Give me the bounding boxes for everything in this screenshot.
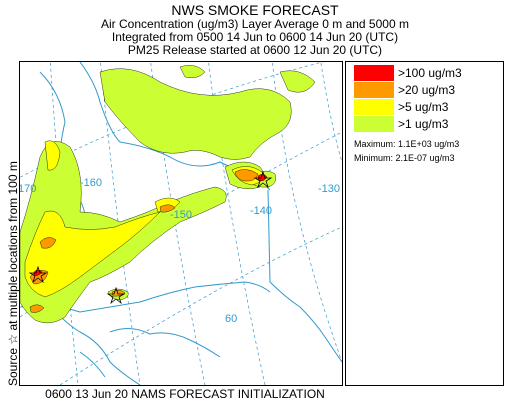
max-concentration: Maximum: 1.1E+03 ug/m3 xyxy=(354,139,460,149)
legend: >100 ug/m3 >20 ug/m3 >5 ug/m3 >1 ug/m3 M… xyxy=(345,61,504,386)
source-star-icon xyxy=(28,265,48,284)
smoke-map: 170 -160 -150 -140 -130 60 xyxy=(19,61,343,386)
subtitle-concentration: Air Concentration (ug/m3) Layer Average … xyxy=(101,17,409,31)
forecast-initialization: 0600 13 Jun 20 NAMS FORECAST INITIALIZAT… xyxy=(45,387,325,401)
lon-label-130: -130 xyxy=(318,183,340,195)
source-star-icon xyxy=(106,286,126,305)
legend-label: >20 ug/m3 xyxy=(398,83,456,97)
legend-label: >1 ug/m3 xyxy=(398,117,449,131)
lon-label-170: 170 xyxy=(20,183,36,195)
legend-swatch-gt1 xyxy=(354,116,394,132)
source-side-text: Source ☆ at multiple locations from 100 … xyxy=(6,161,20,386)
lon-label-150: -150 xyxy=(170,209,192,221)
source-markers xyxy=(28,170,273,305)
min-concentration: Minimum: 2.1E-07 ug/m3 xyxy=(354,153,455,163)
legend-swatch-gt20 xyxy=(354,82,394,98)
source-star-icon xyxy=(253,170,273,189)
legend-swatch-gt100 xyxy=(354,65,394,81)
legend-label: >100 ug/m3 xyxy=(398,66,462,80)
subtitle-integration: Integrated from 0500 14 Jun to 0600 14 J… xyxy=(111,30,399,44)
lat-label-60: 60 xyxy=(225,313,237,325)
legend-label: >5 ug/m3 xyxy=(398,100,449,114)
coastline xyxy=(20,62,342,385)
lon-label-140: -140 xyxy=(250,205,272,217)
map-title: NWS SMOKE FORECAST xyxy=(171,2,339,18)
subtitle-release: PM25 Release started at 0600 12 Jun 20 (… xyxy=(127,43,383,57)
source-side-label: Source ☆ at multiple locations from 100 … xyxy=(6,62,20,386)
lon-label-160: -160 xyxy=(80,177,102,189)
legend-swatch-gt5 xyxy=(354,99,394,115)
graticule-labels: 170 -160 -150 -140 -130 60 xyxy=(20,177,340,325)
